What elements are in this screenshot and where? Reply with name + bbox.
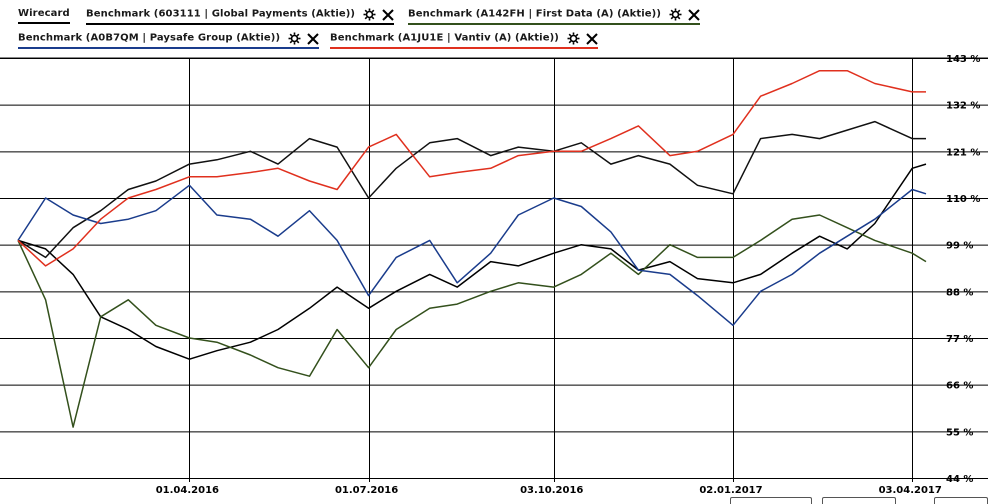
chart-legend: Wirecard Benchmark (603111 | Global Paym… [0,0,988,56]
range-tab[interactable] [730,497,812,504]
y-tick-label: 77 % [946,334,973,345]
y-tick-label: 88 % [946,287,973,298]
legend-item-wirecard[interactable]: Wirecard [18,8,70,24]
x-tick-label: 03.04.2017 [879,485,942,496]
remove-close-icon[interactable] [688,8,700,21]
y-tick-label: 99 % [946,241,973,252]
legend-item-paysafe[interactable]: Benchmark (A0B7QM | Paysafe Group (Aktie… [18,32,320,49]
legend-item-vantiv[interactable]: Benchmark (A1JU1E | Vantiv (A) (Aktie)) [330,32,599,49]
settings-gear-icon[interactable] [567,32,580,45]
x-tick-label: 01.07.2016 [335,485,398,496]
series-lines [17,69,927,428]
y-tick-label: 66 % [946,381,973,392]
y-tick-label: 55 % [946,427,973,438]
legend-item-global-payments[interactable]: Benchmark (603111 | Global Payments (Akt… [86,8,395,25]
series-line-0 [17,163,927,360]
y-tick-label: 132 % [946,101,980,112]
legend-label: Benchmark (A0B7QM | Paysafe Group (Aktie… [18,32,281,44]
y-tick-label: 110 % [946,194,980,205]
y-tick-label: 143 % [946,54,980,65]
series-line-1 [17,120,926,259]
settings-gear-icon[interactable] [288,32,301,45]
settings-gear-icon[interactable] [363,8,376,21]
y-tick-label: 121 % [946,147,980,158]
series-line-4 [17,69,926,267]
legend-label: Benchmark (A1JU1E | Vantiv (A) (Aktie)) [330,32,559,44]
x-tick-label: 02.01.2017 [699,485,762,496]
y-tick-label: 44 % [946,474,973,485]
x-axis-labels: 01.04.2016 01.07.2016 03.10.2016 02.01.2017… [156,485,942,496]
range-tab[interactable] [934,497,988,504]
legend-label: Wirecard [18,8,70,19]
series-line-2 [17,214,927,428]
legend-label: Benchmark (603111 | Global Payments (Akt… [86,8,356,20]
x-tick-label: 03.10.2016 [520,485,583,496]
series-line-3 [17,184,927,327]
settings-gear-icon[interactable] [669,8,682,21]
legend-label: Benchmark (A142FH | First Data (A) (Akti… [408,8,662,20]
y-axis-labels: 143 % 132 % 121 % 110 % 99 % 88 % 77 % 66 % 55 %… [946,54,980,485]
remove-close-icon[interactable] [586,32,598,45]
range-tab[interactable] [822,497,896,504]
chart-grid [0,58,988,482]
remove-close-icon[interactable] [382,8,395,21]
x-tick-label: 01.04.2016 [156,485,219,496]
legend-item-first-data[interactable]: Benchmark (A142FH | First Data (A) (Akti… [408,8,701,25]
remove-close-icon[interactable] [307,32,320,45]
